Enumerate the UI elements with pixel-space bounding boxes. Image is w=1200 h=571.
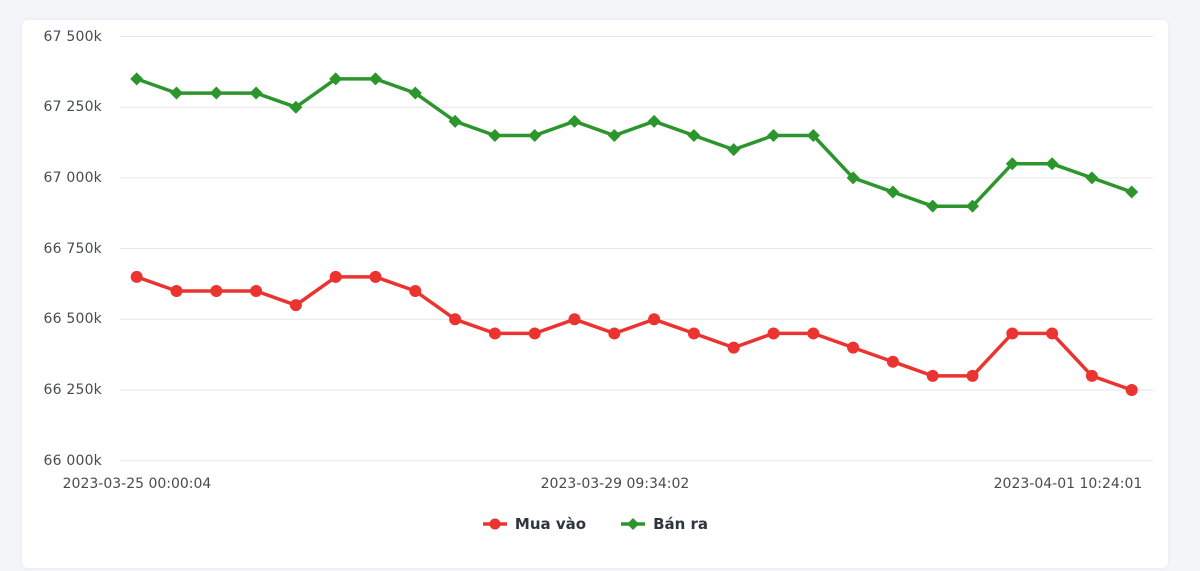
- data-point-marker[interactable]: [1125, 185, 1139, 199]
- data-point-marker[interactable]: [488, 327, 501, 340]
- series-line: [134, 275, 1134, 392]
- chart-legend: Mua vào Bán ra: [22, 515, 1168, 533]
- series-ban-ra: [130, 72, 1139, 213]
- legend-marker-diamond-icon: [621, 518, 646, 530]
- data-point-marker[interactable]: [329, 270, 342, 283]
- x-axis-tick-label: 2023-03-25 00:00:04: [62, 476, 212, 492]
- data-point-marker[interactable]: [886, 355, 899, 368]
- legend-label-mua-vao: Mua vào: [514, 515, 587, 533]
- series-mua-vao: [130, 270, 1138, 396]
- data-point-marker[interactable]: [250, 285, 263, 298]
- legend-item-ban-ra[interactable]: Bán ra: [620, 515, 708, 533]
- data-point-marker[interactable]: [528, 128, 542, 142]
- data-point-marker[interactable]: [687, 327, 700, 340]
- data-point-marker[interactable]: [130, 72, 144, 86]
- data-point-marker[interactable]: [1006, 327, 1019, 340]
- data-point-marker[interactable]: [528, 327, 541, 340]
- data-point-marker[interactable]: [289, 100, 303, 114]
- y-axis-tick-label: 66 750k: [43, 240, 102, 257]
- data-point-marker[interactable]: [727, 143, 741, 157]
- y-axis-tick-label: 67 250k: [43, 99, 102, 116]
- y-axis-tick-label: 67 500k: [43, 28, 102, 45]
- data-point-marker[interactable]: [289, 299, 302, 312]
- data-point-marker[interactable]: [369, 72, 382, 86]
- data-point-marker[interactable]: [607, 128, 621, 142]
- data-point-marker[interactable]: [170, 285, 183, 298]
- data-point-marker[interactable]: [647, 114, 661, 128]
- data-point-marker[interactable]: [767, 128, 780, 142]
- data-point-marker[interactable]: [568, 114, 581, 128]
- data-point-marker[interactable]: [1085, 171, 1099, 185]
- data-point-marker[interactable]: [209, 86, 223, 100]
- data-point-marker[interactable]: [1046, 327, 1059, 340]
- data-point-marker[interactable]: [1085, 369, 1098, 382]
- y-axis-tick-label: 66 250k: [43, 382, 102, 398]
- y-axis-tick-label: 67 000k: [43, 169, 102, 186]
- gridlines: [120, 36, 1153, 462]
- y-axis-tick-label: 66 000k: [43, 452, 102, 469]
- data-point-marker[interactable]: [687, 128, 701, 142]
- data-point-marker[interactable]: [847, 341, 860, 354]
- data-point-marker[interactable]: [369, 270, 382, 283]
- data-point-marker[interactable]: [727, 341, 740, 354]
- data-point-marker[interactable]: [648, 313, 661, 326]
- data-point-marker[interactable]: [408, 86, 422, 100]
- data-point-marker[interactable]: [170, 86, 183, 100]
- data-point-marker[interactable]: [886, 185, 900, 199]
- x-axis-tick-label: 2023-04-01 10:24:01: [993, 476, 1143, 492]
- legend-marker-circle-icon: [482, 518, 507, 530]
- data-point-marker[interactable]: [488, 128, 502, 142]
- data-point-marker[interactable]: [806, 128, 820, 142]
- data-point-marker[interactable]: [926, 199, 940, 213]
- data-point-marker[interactable]: [966, 369, 979, 382]
- data-point-marker[interactable]: [846, 171, 860, 185]
- data-point-marker[interactable]: [807, 327, 820, 340]
- data-point-marker[interactable]: [329, 72, 343, 86]
- legend-label-ban-ra: Bán ra: [653, 515, 709, 533]
- data-point-marker[interactable]: [568, 313, 581, 326]
- data-point-marker[interactable]: [249, 86, 263, 100]
- data-point-marker[interactable]: [210, 285, 223, 298]
- data-point-marker[interactable]: [409, 285, 422, 298]
- data-point-marker[interactable]: [1045, 157, 1059, 171]
- legend-item-mua-vao[interactable]: Mua vào: [482, 515, 586, 533]
- data-point-marker[interactable]: [130, 270, 143, 283]
- x-axis-tick-label: 2023-03-29 09:34:02: [540, 476, 690, 492]
- data-point-marker[interactable]: [1125, 384, 1138, 396]
- series-line: [134, 77, 1134, 208]
- data-point-marker[interactable]: [926, 369, 939, 382]
- data-point-marker[interactable]: [608, 327, 621, 340]
- data-point-marker[interactable]: [1005, 157, 1019, 171]
- data-point-marker[interactable]: [448, 114, 462, 128]
- data-point-marker[interactable]: [767, 327, 780, 340]
- data-point-marker[interactable]: [449, 313, 462, 326]
- data-point-marker[interactable]: [966, 199, 979, 213]
- y-axis-tick-label: 66 500k: [43, 311, 102, 328]
